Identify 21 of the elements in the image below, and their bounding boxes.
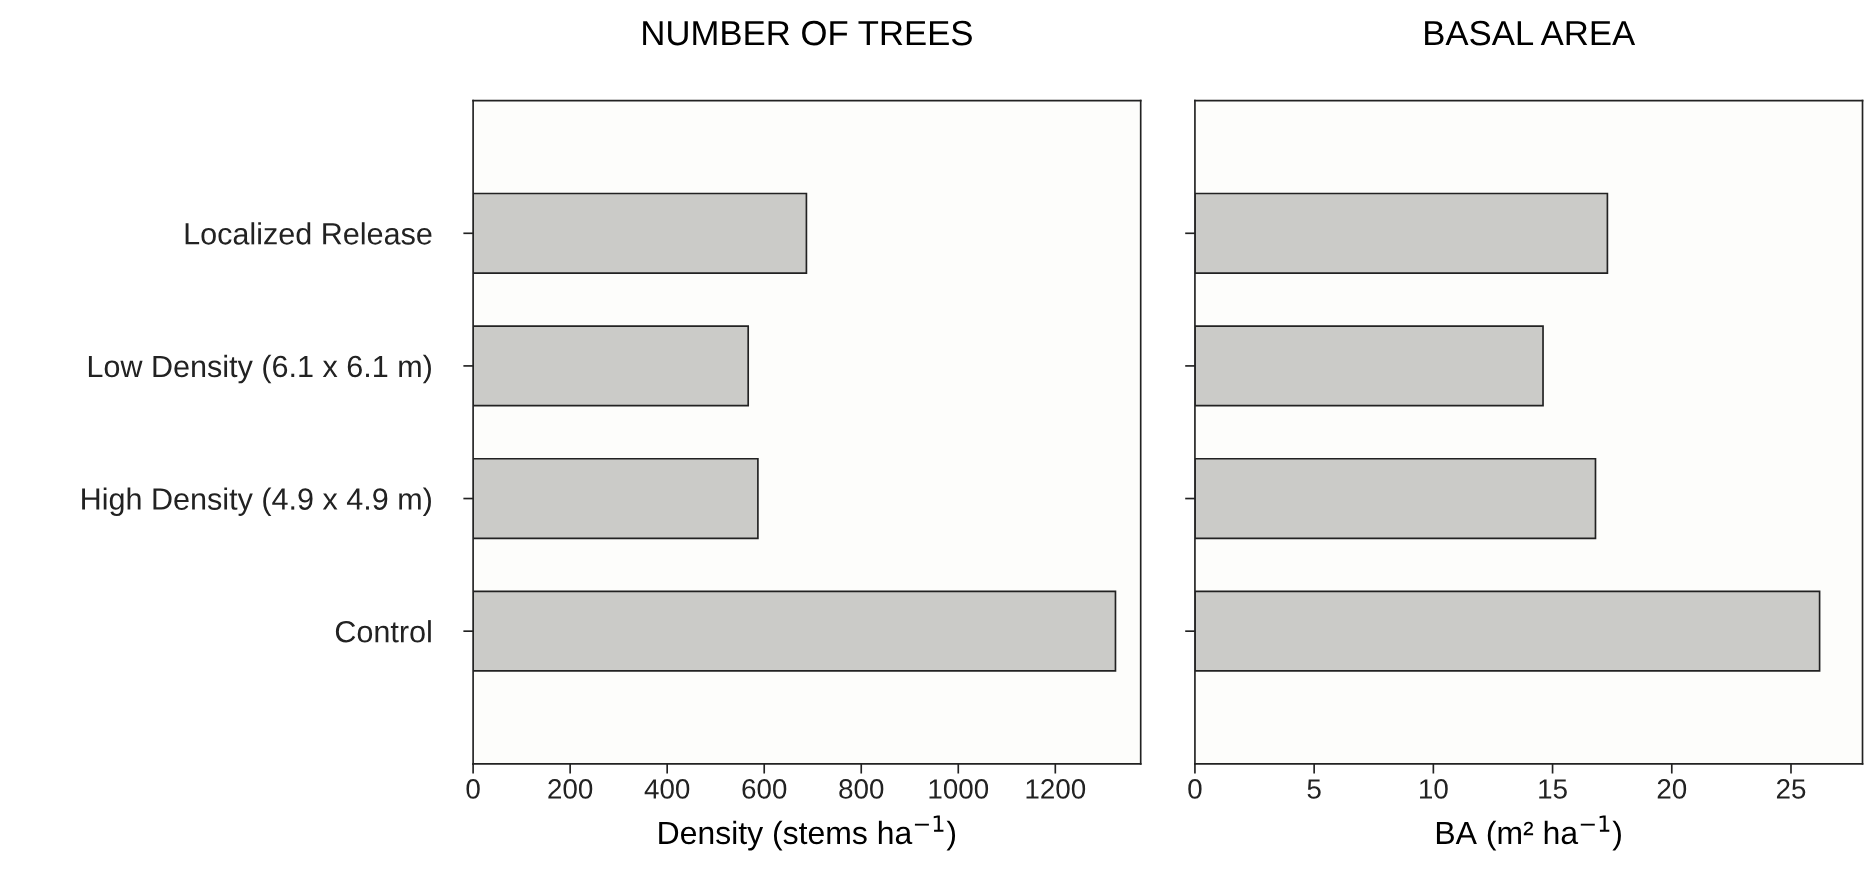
x-tick-label: 25 [1776,779,1806,799]
x-tick-label: 0 [466,779,480,799]
x-tick-label: 15 [1539,779,1567,799]
x-tick-label: 10 [1420,779,1448,799]
y-tick-label: High Density (4.9 x 4.9 m) [82,487,431,516]
x-tick-label: 600 [742,779,787,799]
x-tick-label: 200 [548,779,593,799]
x-tick-label: 1000 [929,779,989,799]
y-tick-label: Control [335,620,431,643]
x-tick-label: 20 [1657,779,1687,799]
x-tick-label: 1200 [1026,779,1086,799]
y-tick-label: Low Density (6.1 x 6.1 m) [88,354,431,384]
x-axis-title: Density (stems ha$^{−1}$) [659,815,956,851]
x-axis-title: BA (m² ha$^{−1}$) [1436,815,1621,851]
x-tick-label: 0 [1188,779,1202,799]
x-tick-label: 800 [839,779,884,799]
chart-title: NUMBER OF TREES [643,20,972,46]
y-tick-label: Localized Release [185,222,432,245]
chart-title: BASAL AREA [1425,20,1636,46]
x-tick-label: 5 [1307,779,1321,799]
x-tick-label: 400 [644,779,690,799]
